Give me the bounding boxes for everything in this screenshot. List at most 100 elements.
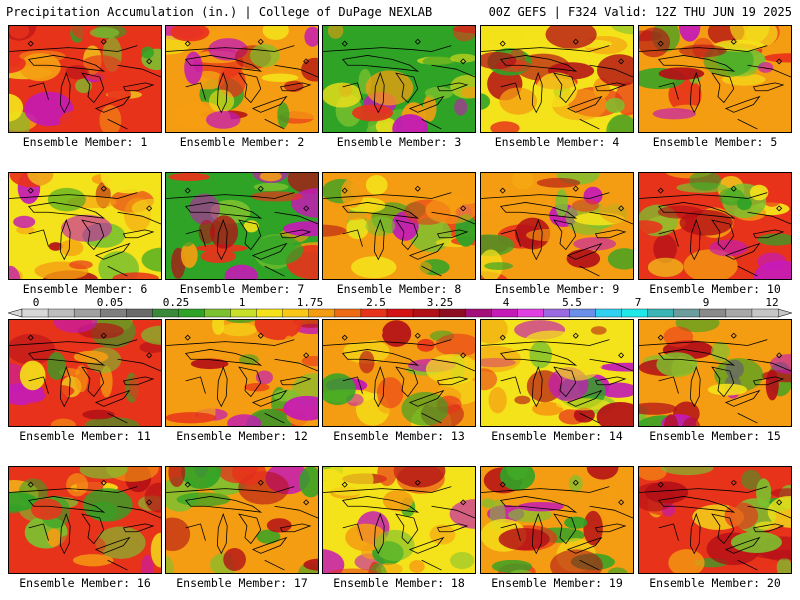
city-marker xyxy=(414,185,421,192)
great-lakes-outline xyxy=(323,192,475,277)
great-lakes-outline xyxy=(481,339,633,424)
great-lakes-outline xyxy=(639,45,791,130)
city-marker xyxy=(657,334,664,341)
city-marker xyxy=(657,481,664,488)
city-marker xyxy=(460,499,467,506)
colorbar-swatch xyxy=(491,308,518,318)
city-marker xyxy=(618,499,625,506)
ensemble-member-label: Ensemble Member: 8 xyxy=(336,282,462,296)
ensemble-member-label: Ensemble Member: 7 xyxy=(179,282,305,296)
city-marker xyxy=(730,185,737,192)
colorbar-tick-label: 0.05 xyxy=(97,296,124,309)
city-marker xyxy=(341,334,348,341)
colorbar-tick-label: 0.25 xyxy=(163,296,190,309)
colorbar-swatch xyxy=(464,308,492,318)
colorbar-min-arrow xyxy=(8,308,23,318)
valid-time-label: 00Z GEFS | F324 Valid: 12Z THU JUN 19 20… xyxy=(488,5,792,19)
city-marker xyxy=(572,38,579,45)
city-marker xyxy=(414,479,421,486)
precip-field xyxy=(639,173,791,279)
city-marker xyxy=(303,352,310,359)
great-lakes-outline xyxy=(9,339,161,424)
colorbar-swatch xyxy=(256,308,284,318)
ensemble-member-map xyxy=(638,319,792,427)
city-marker xyxy=(730,332,737,339)
city-marker xyxy=(303,499,310,506)
ensemble-member-map xyxy=(322,25,476,133)
city-marker xyxy=(27,334,34,341)
precip-field xyxy=(323,173,475,279)
ensemble-member-label: Ensemble Member: 11 xyxy=(19,429,151,443)
city-marker xyxy=(499,187,506,194)
great-lakes-outline xyxy=(9,486,161,571)
colorbar-tick-label: 1.75 xyxy=(297,296,324,309)
precip-field xyxy=(323,320,475,426)
ensemble-member-label: Ensemble Member: 2 xyxy=(179,135,305,149)
ensemble-member-label: Ensemble Member: 10 xyxy=(649,282,781,296)
great-lakes-outline xyxy=(9,192,161,277)
precip-field xyxy=(9,467,161,573)
ensemble-member-map xyxy=(8,466,162,574)
precip-field xyxy=(9,26,161,132)
ensemble-member-map xyxy=(480,172,634,280)
city-marker xyxy=(341,187,348,194)
city-marker xyxy=(100,479,107,486)
colorbar-tick-label: 1 xyxy=(239,296,246,309)
colorbar-swatch xyxy=(21,308,49,318)
ensemble-member-label: Ensemble Member: 14 xyxy=(491,429,623,443)
city-marker xyxy=(100,38,107,45)
colorbar-swatch xyxy=(647,308,675,318)
ensemble-member-label: Ensemble Member: 18 xyxy=(333,576,465,590)
colorbar-swatch xyxy=(386,308,414,318)
city-marker xyxy=(257,479,264,486)
colorbar-tick-label: 9 xyxy=(703,296,710,309)
map-title: Precipitation Accumulation (in.) | Colle… xyxy=(6,5,433,19)
city-marker xyxy=(100,185,107,192)
precip-field xyxy=(166,467,318,573)
great-lakes-outline xyxy=(639,339,791,424)
colorbar-swatch xyxy=(204,308,232,318)
ensemble-member-label: Ensemble Member: 12 xyxy=(176,429,308,443)
city-marker xyxy=(499,481,506,488)
colorbar-swatch xyxy=(699,308,727,318)
great-lakes-outline xyxy=(481,192,633,277)
ensemble-member-label: Ensemble Member: 4 xyxy=(494,135,620,149)
city-marker xyxy=(414,38,421,45)
precip-field xyxy=(481,26,633,132)
great-lakes-outline xyxy=(166,45,318,130)
colorbar-swatch xyxy=(438,308,466,318)
city-marker xyxy=(618,58,625,65)
city-marker xyxy=(414,332,421,339)
city-marker xyxy=(657,40,664,47)
great-lakes-outline xyxy=(323,45,475,130)
colorbar-swatch xyxy=(621,308,649,318)
city-marker xyxy=(184,187,191,194)
colorbar-swatch xyxy=(569,308,597,318)
precip-field xyxy=(639,320,791,426)
city-marker xyxy=(341,481,348,488)
colorbar-swatch xyxy=(543,308,571,318)
colorbar-swatch xyxy=(360,308,388,318)
city-marker xyxy=(257,332,264,339)
city-marker xyxy=(100,332,107,339)
ensemble-member-label: Ensemble Member: 9 xyxy=(494,282,620,296)
city-marker xyxy=(184,334,191,341)
colorbar-swatch xyxy=(230,308,258,318)
colorbar-swatch xyxy=(725,308,753,318)
colorbar-swatch xyxy=(334,308,362,318)
ensemble-member-map xyxy=(322,319,476,427)
colorbar-tick-label: 0 xyxy=(33,296,40,309)
ensemble-member-label: Ensemble Member: 19 xyxy=(491,576,623,590)
ensemble-member-map xyxy=(480,466,634,574)
ensemble-member-map xyxy=(480,319,634,427)
city-marker xyxy=(341,40,348,47)
ensemble-member-map xyxy=(322,466,476,574)
ensemble-member-map xyxy=(480,25,634,133)
city-marker xyxy=(460,58,467,65)
colorbar-swatch xyxy=(47,308,75,318)
colorbar-swatch xyxy=(282,308,310,318)
city-marker xyxy=(27,481,34,488)
great-lakes-outline xyxy=(639,192,791,277)
colorbar-tick-label: 5.5 xyxy=(562,296,582,309)
city-marker xyxy=(27,40,34,47)
